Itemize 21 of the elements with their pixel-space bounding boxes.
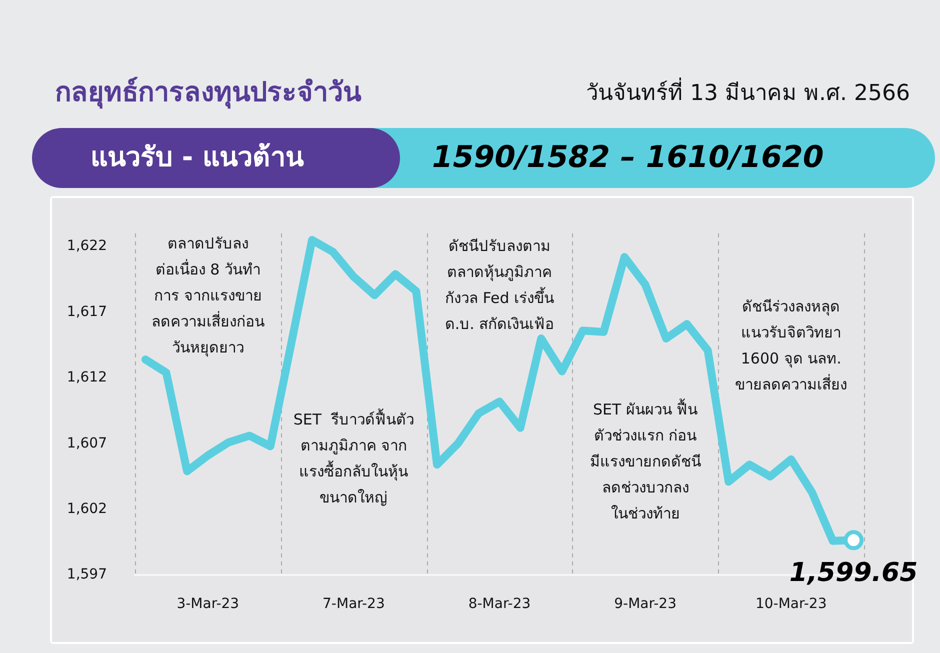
annotation: ดัชนีร่วงลงหลุด แนวรับจิตวิทยา 1600 จุด นลท. ขายลดความเสี่ยง [735, 297, 848, 394]
y-tick-label: 1,597 [66, 566, 108, 583]
y-tick-label: 1,617 [66, 304, 108, 320]
annotation: SET ผันผวน ฟื้น ตัวช่วงแรก ก่อน มีแรงขายกดดัชนี ลดช่วงบวกลง ในช่วงท้าย [590, 398, 701, 523]
y-tick-label: 1,602 [66, 500, 108, 517]
y-tick-label: 1,612 [66, 370, 108, 386]
x-tick-label: 9-Mar-23 [614, 596, 676, 612]
x-tick-label: 7-Mar-23 [322, 596, 385, 612]
chart-subtitle: วันจันทร์ที่ 13 มีนาคม พ.ศ. 2566 [586, 76, 910, 108]
annotation: ดัชนีปรับลงตาม ตลาดหุ้นภูมิภาค กังวล Fed เร่งขึ้น ด.บ. สกัดเงินเฟ้อ [444, 236, 554, 333]
text: 1590/1582 – 1610/1620 [432, 139, 824, 177]
annotation: SET รีบาวด์ฟื้นตัว ตามภูมิภาค จาก แรงซื้อกลับในหุ้น ขนาดใหญ่ [293, 408, 414, 506]
annotation: ตลาดปรับลง ต่อเนื่อง 8 วันทำ การ จากแรงขาย ลดความเสี่ยงก่อน วันหยุดยาว [151, 234, 264, 358]
y-tick-label: 1,607 [66, 435, 108, 452]
y-tick-label: 1,622 [66, 238, 108, 254]
chart-title: กลยุทธ์การลงทุนประจำวัน [55, 76, 361, 111]
x-tick-label: 3-Mar-23 [176, 596, 240, 612]
x-tick-label: 10-Mar-23 [755, 596, 827, 612]
data-label: 1,599.65 [789, 558, 918, 588]
x-tick-label: 8-Mar-23 [468, 596, 531, 612]
text: แนวรับ - แนวต้าน [89, 141, 305, 175]
